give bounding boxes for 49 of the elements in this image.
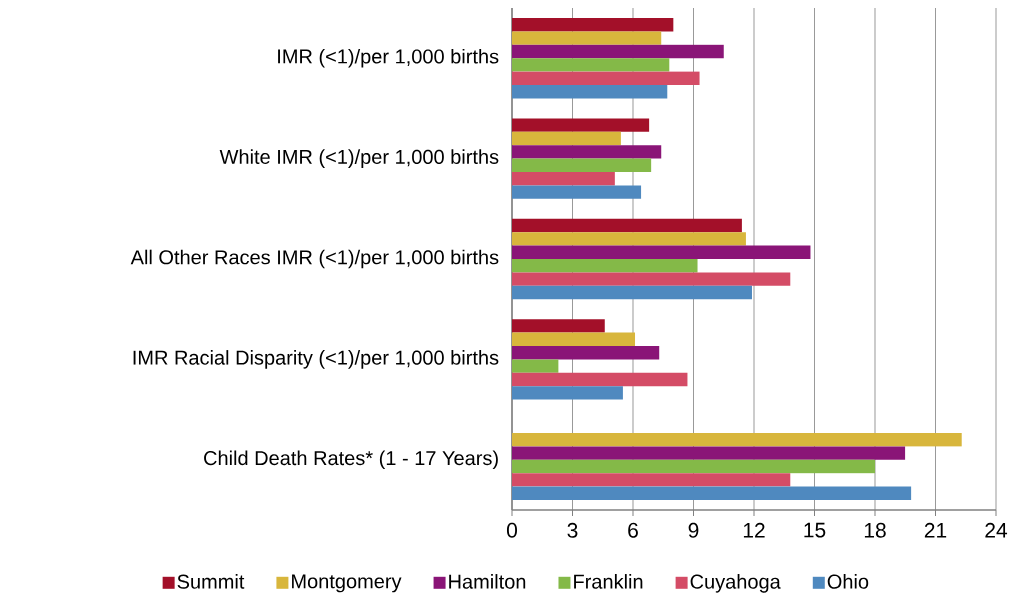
y-tick-label: Child Death Rates* (1 - 17 Years) [204, 450, 498, 470]
legend-label: Hamilton [449, 574, 526, 589]
legend-label: Franklin [574, 574, 643, 589]
bar [512, 245, 811, 259]
bar [512, 346, 660, 360]
bar [512, 446, 906, 460]
x-tick-label: 18 [864, 522, 886, 538]
bar [512, 433, 962, 447]
bar [512, 359, 559, 373]
x-tick-label: 3 [567, 522, 578, 538]
bar [512, 118, 650, 132]
bar [512, 71, 700, 85]
bar [512, 31, 662, 45]
x-tick-label: 21 [924, 522, 947, 538]
bar [512, 319, 605, 333]
legend-label: Cuyahoga [690, 574, 781, 593]
bar [512, 58, 670, 72]
x-tick-label: 15 [804, 522, 826, 538]
legend-label: Summit [177, 574, 245, 589]
x-tick-label: 12 [743, 522, 765, 538]
bar [512, 486, 912, 500]
bar [512, 473, 791, 487]
y-tick-label: IMR (<1)/per 1,000 births [278, 48, 499, 68]
bar [512, 131, 621, 146]
y-tick-label: All Other Races IMR (<1)/per 1,000 births [130, 249, 499, 269]
bar [512, 259, 698, 273]
y-tick-label: IMR Racial Disparity (<1)/per 1,000 births [133, 350, 499, 369]
bar [512, 44, 724, 59]
bar [512, 232, 746, 246]
legend-label: Montgomery [292, 574, 402, 593]
bar [512, 372, 688, 387]
bar [512, 185, 642, 199]
x-tick-label: 9 [688, 522, 699, 538]
bar [512, 18, 674, 32]
bar [512, 172, 615, 186]
bar [512, 332, 636, 346]
x-tick-label: 0 [506, 522, 518, 538]
bar [512, 386, 623, 400]
bar [512, 285, 752, 300]
bar [512, 272, 791, 286]
bar [512, 158, 652, 172]
legend-label: Ohio [827, 574, 869, 589]
bar [512, 218, 742, 233]
x-tick-label: 24 [985, 522, 1008, 538]
y-tick-label: White IMR (<1)/per 1,000 births [219, 149, 499, 168]
bar [512, 85, 668, 99]
bar [512, 145, 662, 159]
bar [512, 459, 875, 474]
x-tick-label: 6 [628, 522, 638, 538]
